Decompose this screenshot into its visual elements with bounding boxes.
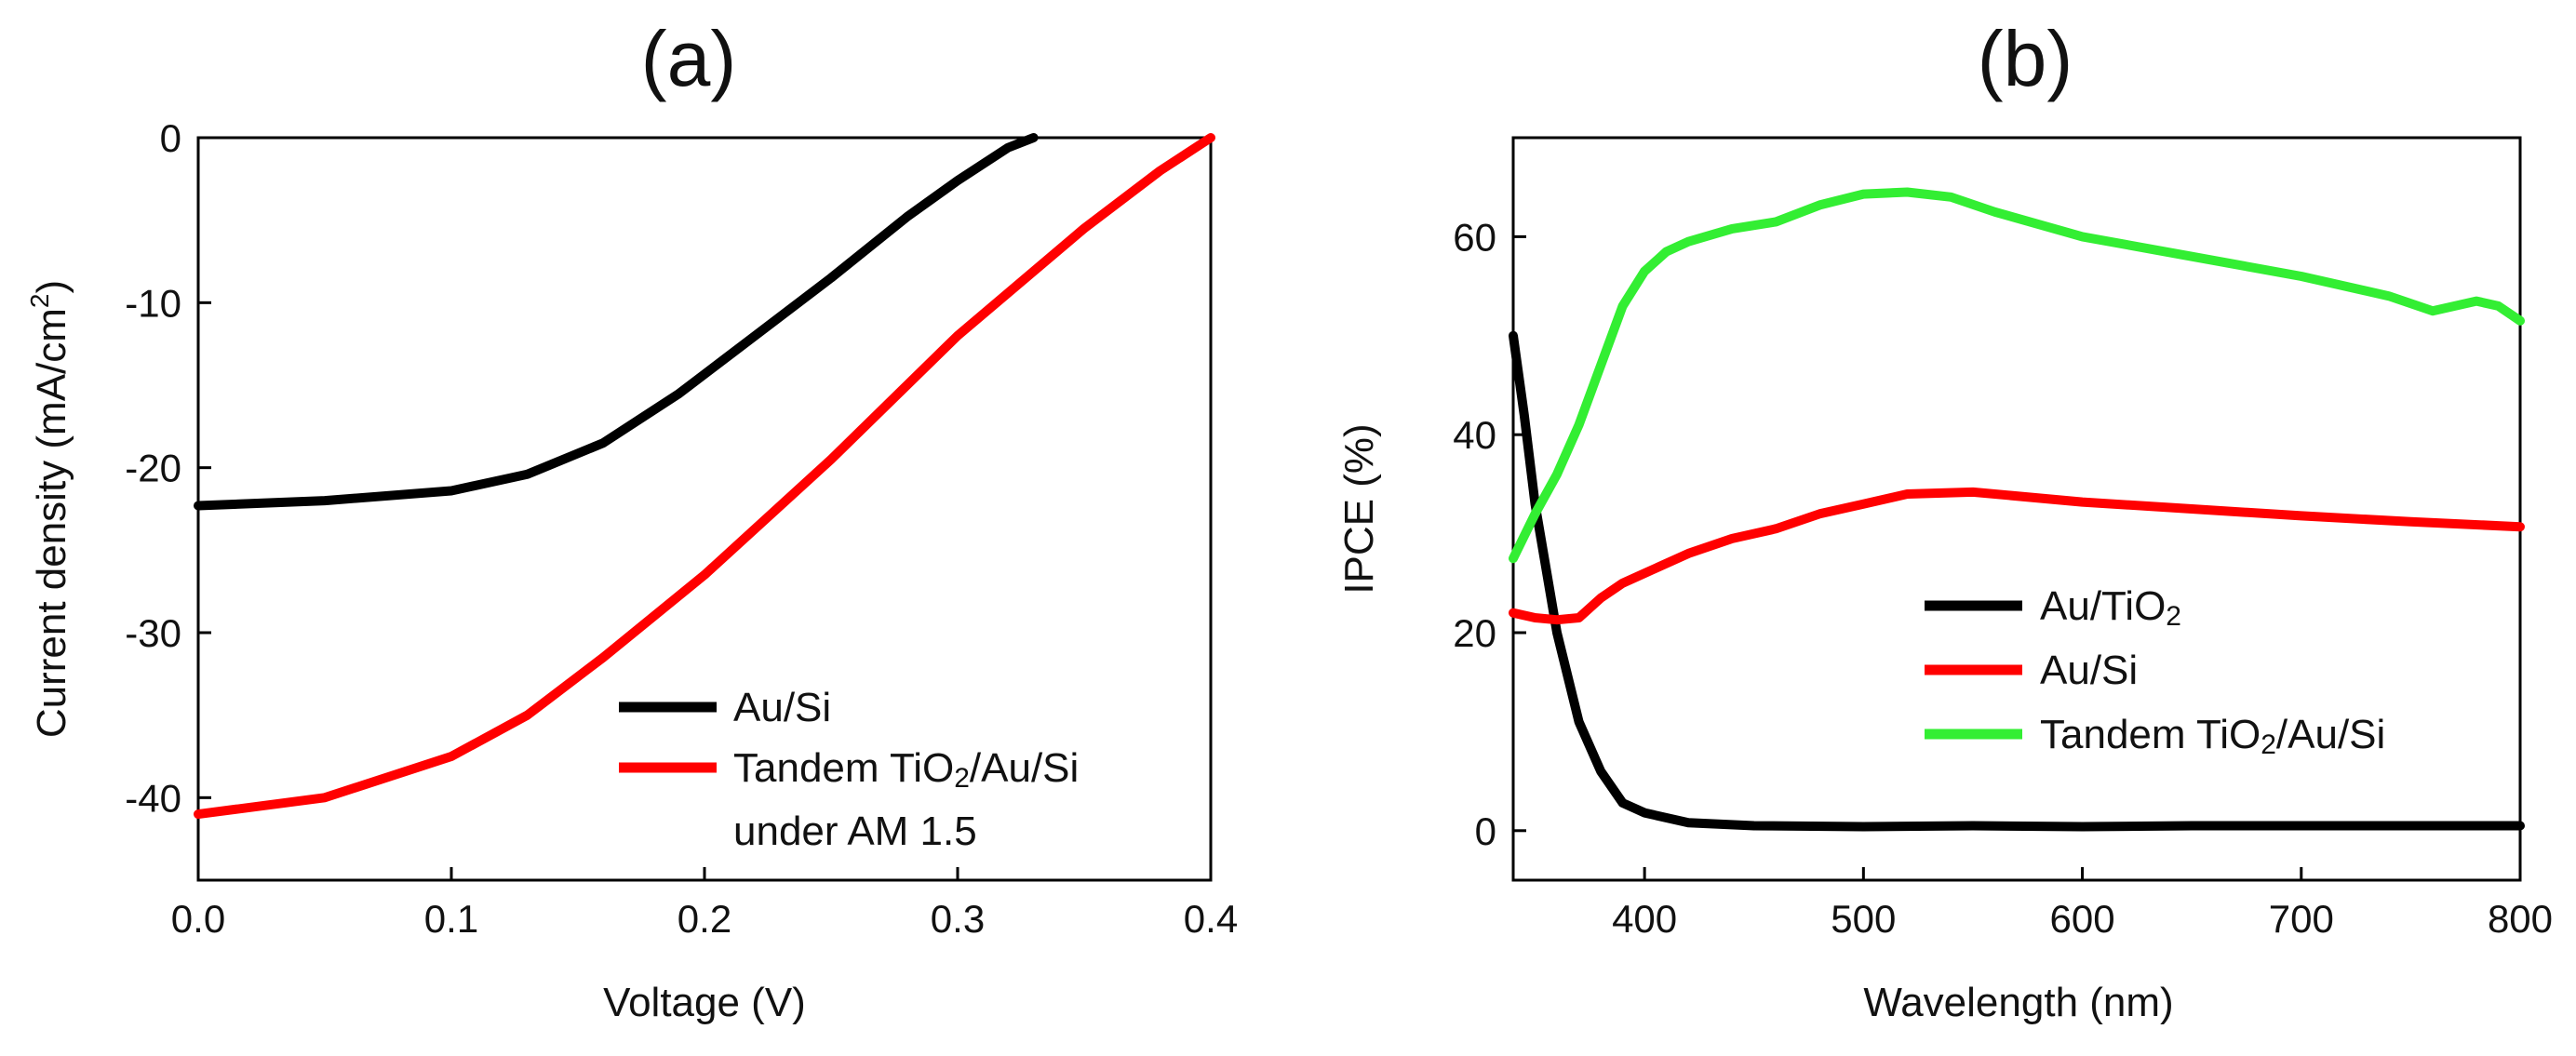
panel-b: (b) 400 500 600 700 800 0 20 40 60 Wavelength (n… [1336, 15, 2553, 1025]
panel-b-y-tick-label: 0 [1475, 809, 1496, 853]
panel-a-y-axis-title-tail: ) [29, 280, 74, 294]
panel-b-legend-label-au-tio2-main: Au/TiO [2040, 583, 2166, 629]
panel-b-legend-label-au-si: Au/Si [2040, 648, 2138, 693]
panel-b-plot-frame [1511, 136, 2522, 882]
panel-a-series-group [194, 133, 1215, 820]
panel-a-legend-label-tandem-sub: 2 [954, 763, 970, 794]
panel-a-y-tick-label: -10 [125, 281, 181, 325]
panel-b-x-tick-label: 400 [1612, 897, 1677, 941]
panel-a: (a) 0.0 0.1 0.2 0.3 0.4 0 -10 -20 -30 -40 Voltage… [25, 15, 1238, 1025]
panel-b-x-axis-title: Wavelength (nm) [1863, 980, 2173, 1025]
panel-a-series-line-tandem-tio2-au-si [194, 133, 1215, 820]
panel-a-x-tick-label: 0.2 [678, 897, 731, 941]
panel-a-legend-label-tandem: Tandem TiO2/Au/Si [733, 745, 1079, 794]
panel-b-x-tick-label: 800 [2488, 897, 2553, 941]
panel-a-y-tick-label: 0 [160, 116, 181, 160]
panel-b-legend-label-au-tio2: Au/TiO2 [2040, 583, 2181, 632]
panel-a-legend-label-tandem-tail: /Au/Si [970, 745, 1079, 791]
panel-a-x-tick-label: 0.1 [424, 897, 478, 941]
panel-b-legend-label-tandem-tail: /Au/Si [2276, 712, 2385, 757]
panel-a-y-axis-title-sup: 2 [25, 293, 54, 308]
panel-a-y-tick-label: -20 [125, 447, 181, 490]
panel-a-x-tick-label: 0.3 [931, 897, 985, 941]
panel-a-x-tick-label: 0.4 [1184, 897, 1238, 941]
panel-b-series-line-tandem-tio2-au-si [1509, 187, 2525, 564]
panel-a-y-tick-label: -40 [125, 776, 181, 820]
panel-b-ticks: 400 500 600 700 800 0 20 40 60 [1453, 215, 2553, 941]
panel-a-series-line-au-si [194, 133, 1039, 511]
panel-a-x-axis-title: Voltage (V) [603, 980, 806, 1025]
panel-b-legend-label-tandem-sub: 2 [2261, 729, 2276, 760]
panel-a-ticks: 0.0 0.1 0.2 0.3 0.4 0 -10 -20 -30 -40 [125, 116, 1238, 941]
panel-a-y-tick-label: -30 [125, 611, 181, 655]
panel-b-y-tick-label: 60 [1453, 215, 1496, 259]
panel-b-y-axis-title: IPCE (%) [1336, 423, 1382, 594]
panel-a-x-tick-label: 0.0 [171, 897, 225, 941]
panel-a-letter: (a) [641, 15, 737, 102]
panel-b-x-tick-label: 700 [2269, 897, 2334, 941]
panel-b-legend-label-tandem-main: Tandem TiO [2040, 712, 2261, 757]
panel-b-x-tick-label: 500 [1831, 897, 1896, 941]
panel-b-series-group [1509, 187, 2525, 832]
panel-b-legend-label-tandem: Tandem TiO2/Au/Si [2040, 712, 2385, 760]
panel-a-legend-label-tandem-main: Tandem TiO [733, 745, 954, 791]
panel-a-legend-extra: under AM 1.5 [733, 809, 977, 854]
panel-b-x-tick-label: 600 [2050, 897, 2115, 941]
panel-b-legend: Au/TiO2 Au/Si Tandem TiO2/Au/Si [1925, 583, 2385, 760]
panel-b-series-line-au-si [1509, 487, 2525, 625]
panel-a-legend: Au/Si Tandem TiO2/Au/Si under AM 1.5 [619, 685, 1079, 854]
panel-a-y-axis-title-main: Current density (mA/cm [29, 308, 74, 738]
panel-b-legend-label-au-tio2-sub: 2 [2166, 601, 2181, 632]
panel-a-legend-label-au-si: Au/Si [733, 685, 831, 730]
panel-b-series-line-au-tio2 [1509, 330, 2525, 832]
panel-b-letter: (b) [1978, 15, 2073, 102]
panel-b-y-tick-label: 40 [1453, 413, 1496, 457]
panel-a-y-axis-title: Current density (mA/cm2) [25, 280, 74, 738]
panel-b-y-tick-label: 20 [1453, 611, 1496, 655]
